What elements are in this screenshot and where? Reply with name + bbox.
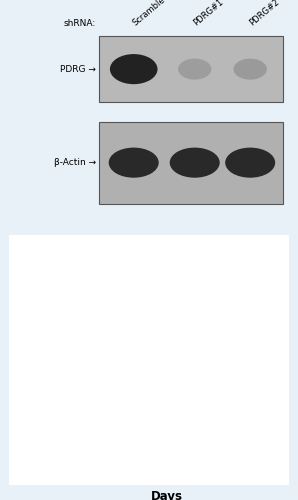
X-axis label: Days: Days xyxy=(151,490,183,500)
Ellipse shape xyxy=(109,148,159,178)
Legend: Scramble, PDRG#1, PDRG#2: Scramble, PDRG#1, PDRG#2 xyxy=(58,250,125,283)
Text: shRNA:: shRNA: xyxy=(63,18,96,28)
Ellipse shape xyxy=(234,58,267,80)
Y-axis label: Absorbance (OD570nm): Absorbance (OD570nm) xyxy=(12,296,22,414)
Text: β-Actin →: β-Actin → xyxy=(54,158,96,167)
Text: PDRG →: PDRG → xyxy=(60,64,96,74)
Ellipse shape xyxy=(170,148,220,178)
Text: PDRG#1: PDRG#1 xyxy=(192,0,225,27)
Ellipse shape xyxy=(178,58,211,80)
Text: RKO Growth Curve: RKO Growth Curve xyxy=(162,247,278,257)
Text: PDRG#2: PDRG#2 xyxy=(247,0,281,27)
Ellipse shape xyxy=(225,148,275,178)
Text: Scramble: Scramble xyxy=(131,0,167,27)
FancyBboxPatch shape xyxy=(99,122,283,204)
FancyBboxPatch shape xyxy=(99,36,283,102)
Ellipse shape xyxy=(110,54,158,84)
